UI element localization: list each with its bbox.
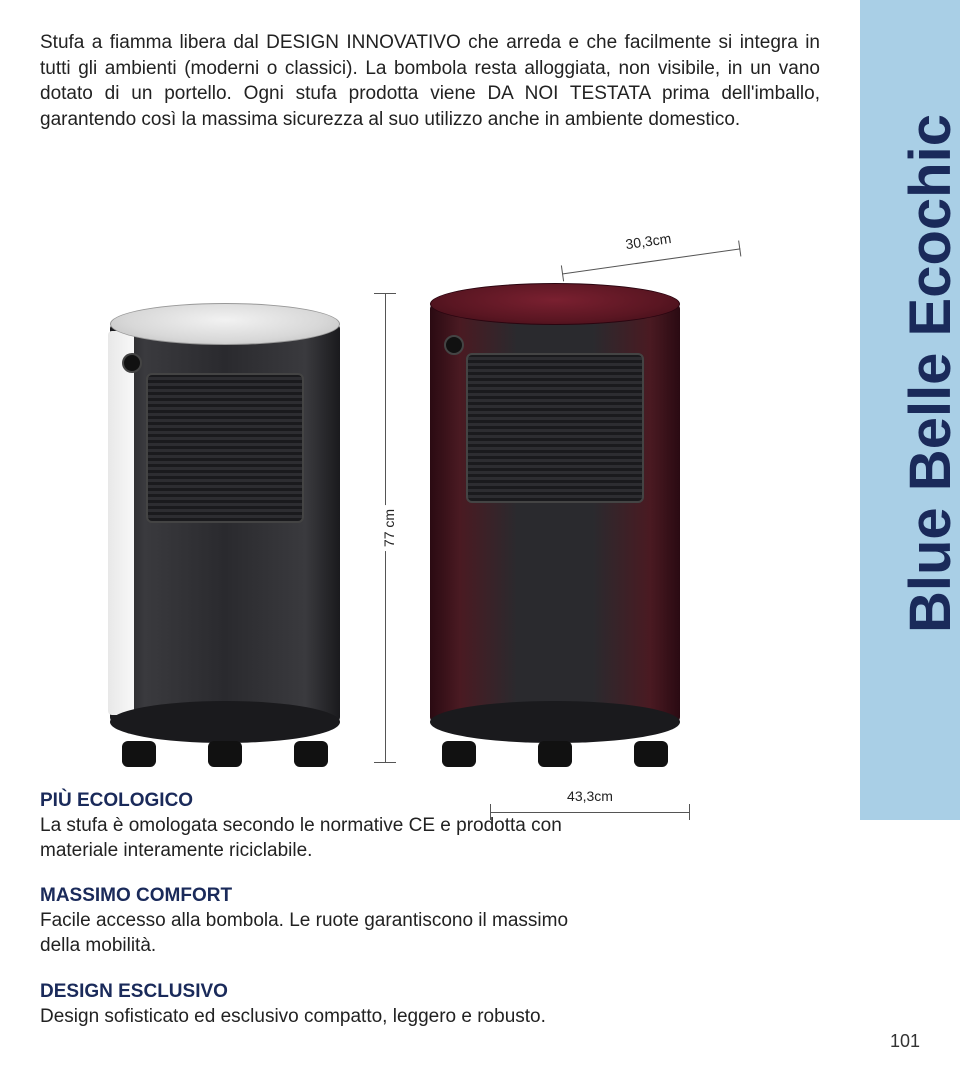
heater-body	[430, 283, 680, 743]
heater-knob	[444, 335, 464, 355]
heater-wheels	[110, 741, 340, 767]
heater-body	[110, 303, 340, 743]
heater-white-side	[108, 331, 134, 715]
dimension-tick	[738, 240, 741, 256]
heater-base	[430, 701, 680, 743]
dimension-tick	[689, 804, 690, 820]
dimension-tick	[374, 762, 396, 763]
intro-paragraph: Stufa a fiamma libera dal DESIGN INNOVAT…	[40, 30, 820, 133]
product-heater-burgundy	[430, 283, 680, 743]
heater-top	[430, 283, 680, 325]
dimension-height-label: 77 cm	[379, 505, 399, 551]
heater-grille	[466, 353, 644, 503]
dimension-line	[562, 248, 740, 274]
heater-wheels	[430, 741, 680, 767]
heater-knob	[122, 353, 142, 373]
product-image-area: 30,3cm	[40, 173, 920, 703]
wheel-icon	[442, 741, 476, 767]
dimension-top-diameter-label: 30,3cm	[624, 230, 672, 252]
page-number: 101	[890, 1031, 920, 1052]
section-body: La stufa è omologata secondo le normativ…	[40, 814, 600, 863]
wheel-icon	[122, 741, 156, 767]
heater-base	[110, 701, 340, 743]
wheel-icon	[294, 741, 328, 767]
section-title-ecologico: PIÙ ECOLOGICO	[40, 790, 600, 812]
dimension-top-diameter: 30,3cm	[558, 220, 742, 285]
wheel-icon	[634, 741, 668, 767]
feature-sections: PIÙ ECOLOGICO La stufa è omologata secon…	[40, 790, 600, 1029]
section-title-design: DESIGN ESCLUSIVO	[40, 981, 600, 1003]
section-body: Design sofisticato ed esclusivo compatto…	[40, 1005, 600, 1030]
product-heater-white	[110, 303, 340, 743]
wheel-icon	[538, 741, 572, 767]
dimension-tick	[374, 293, 396, 294]
section-body: Facile accesso alla bombola. Le ruote ga…	[40, 909, 600, 958]
heater-grille	[146, 373, 304, 523]
catalog-page: Blue Belle Ecochic Stufa a fiamma libera…	[0, 0, 960, 1078]
heater-top	[110, 303, 340, 345]
wheel-icon	[208, 741, 242, 767]
dimension-height: 77 cm	[370, 293, 400, 763]
section-title-comfort: MASSIMO COMFORT	[40, 885, 600, 907]
